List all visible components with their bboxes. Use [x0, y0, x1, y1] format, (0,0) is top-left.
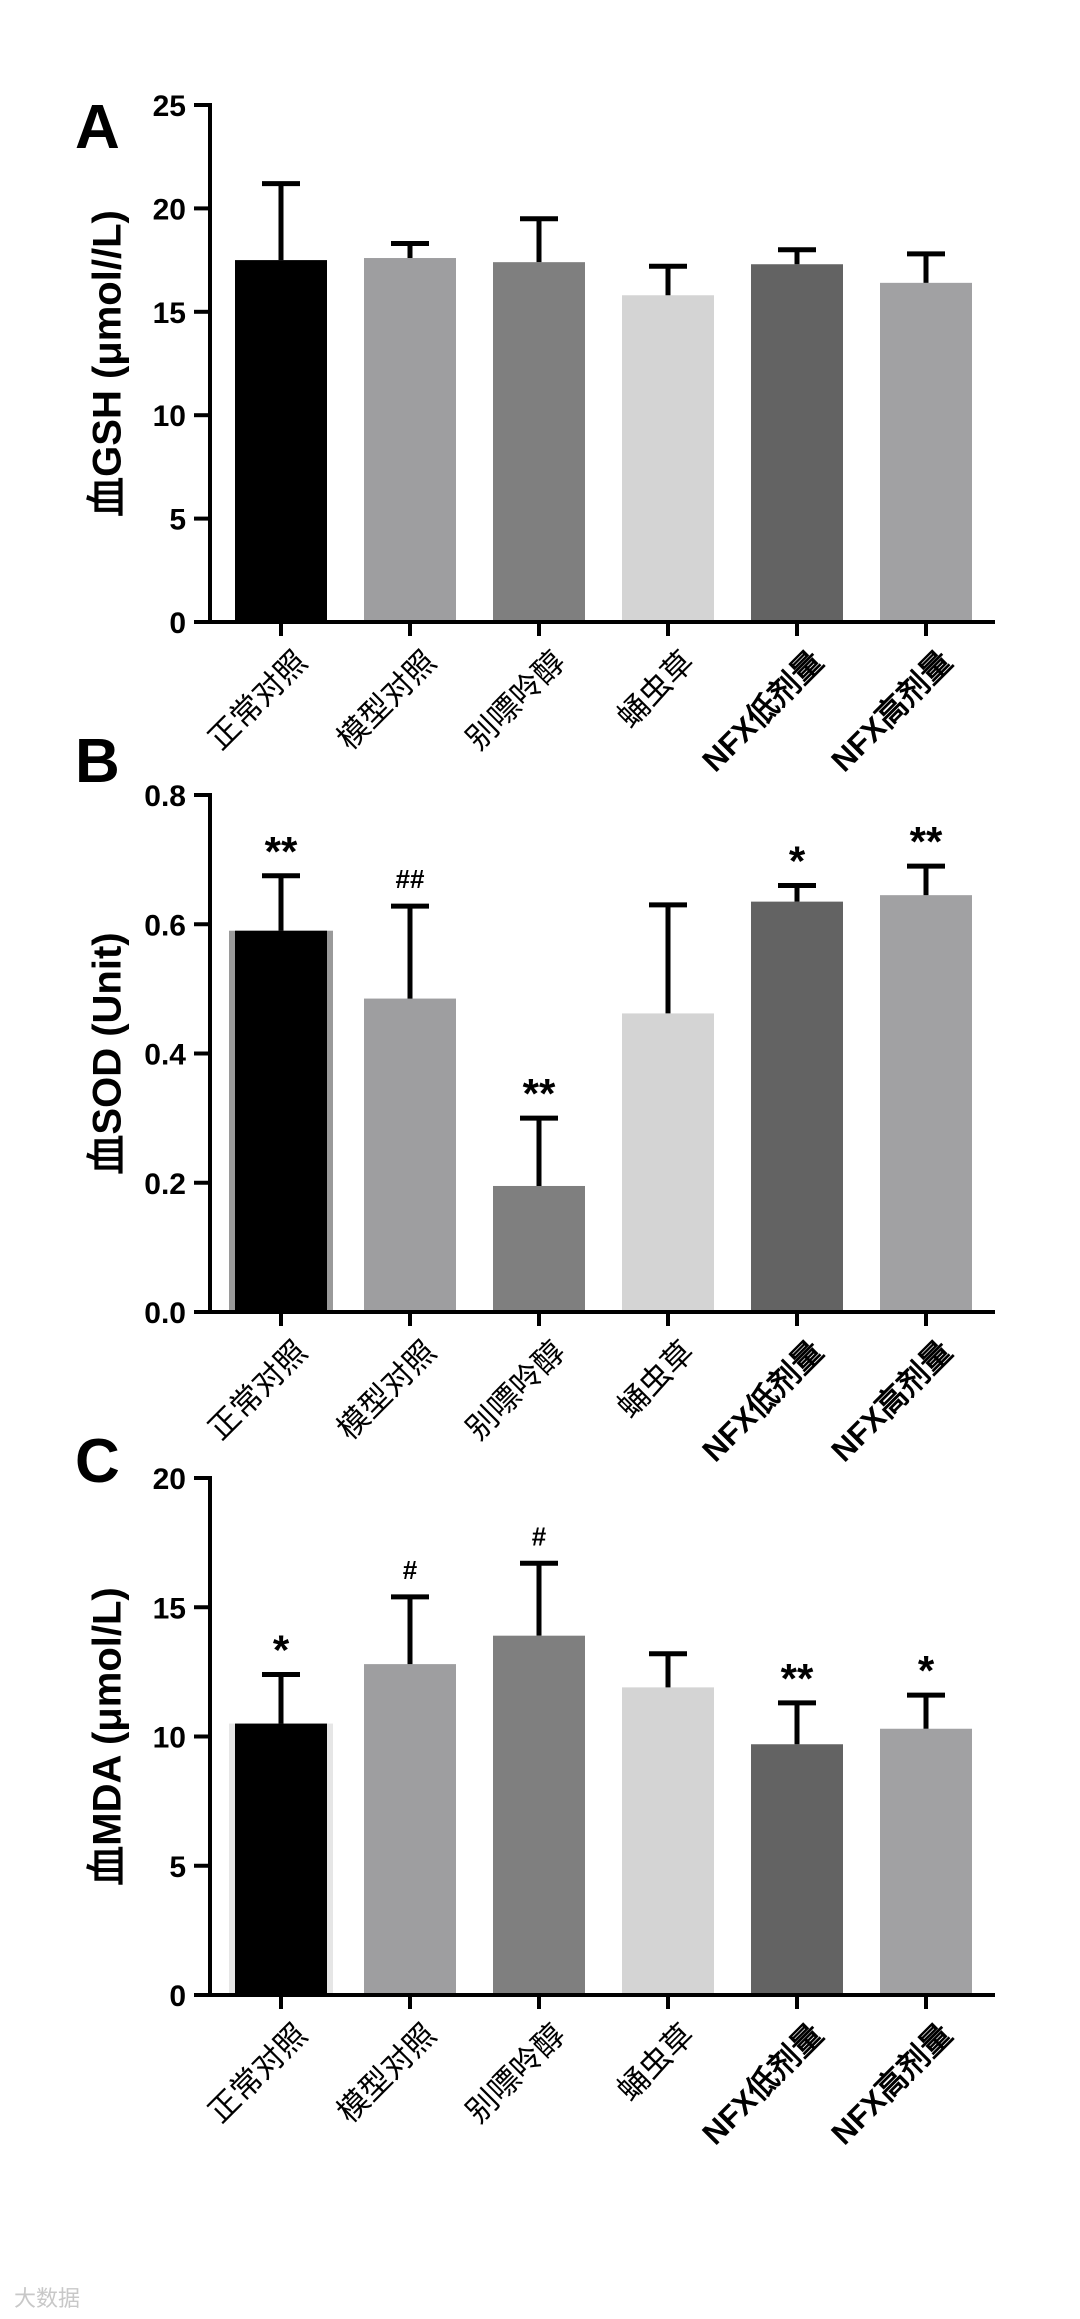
y-tick-label: 5: [169, 504, 186, 537]
bar: [493, 1635, 585, 1995]
bar: [751, 1744, 843, 1995]
x-tick-label: NFX高剂量: [824, 2017, 958, 2151]
bar: [751, 901, 843, 1312]
significance-label: #: [403, 1555, 418, 1585]
panel-letter: A: [75, 93, 120, 162]
x-tick-label: 蛹虫草: [610, 1334, 701, 1425]
y-tick-label: 0: [169, 1980, 186, 2013]
bar: [364, 258, 456, 622]
bar: [880, 282, 972, 622]
y-tick-label: 20: [153, 193, 186, 226]
y-axis-label: 血MDA (μmol/L): [86, 1587, 130, 1886]
significance-label: ##: [396, 864, 425, 894]
x-tick-label: NFX低剂量: [695, 2017, 829, 2151]
significance-label: **: [265, 828, 298, 875]
x-tick-label: 模型对照: [330, 644, 443, 757]
significance-label: #: [532, 1521, 547, 1551]
bar: [235, 1723, 327, 1995]
significance-label: **: [910, 818, 943, 865]
x-tick-label: 别嘌呤醇: [459, 644, 572, 757]
y-tick-label: 0.4: [144, 1039, 186, 1072]
y-tick-label: 5: [169, 1851, 186, 1884]
x-tick-label: NFX低剂量: [695, 644, 829, 778]
x-tick-label: 模型对照: [330, 2017, 443, 2130]
y-axis-label: 血SOD (Unit): [86, 932, 130, 1174]
y-tick-label: 0.6: [144, 909, 186, 942]
panel-letter: B: [75, 727, 120, 796]
y-tick-label: 15: [153, 1592, 186, 1625]
bar: [622, 295, 714, 622]
bar: [493, 262, 585, 622]
x-tick-label: 蛹虫草: [610, 644, 701, 735]
bar: [364, 1664, 456, 1995]
y-tick-label: 20: [153, 1463, 186, 1496]
significance-label: *: [273, 1626, 290, 1673]
bar: [364, 998, 456, 1312]
x-tick-label: 正常对照: [201, 2017, 314, 2130]
x-tick-label: 别嘌呤醇: [459, 1334, 572, 1447]
bar: [493, 1185, 585, 1312]
bar: [622, 1687, 714, 1995]
x-tick-label: 别嘌呤醇: [459, 2017, 572, 2130]
bar: [235, 930, 327, 1312]
significance-label: *: [789, 837, 806, 884]
watermark-text: 大数据: [14, 2287, 80, 2312]
bar: [880, 895, 972, 1312]
significance-label: **: [781, 1655, 814, 1702]
x-tick-label: NFX高剂量: [824, 1334, 958, 1468]
bar: [235, 260, 327, 622]
x-tick-label: NFX高剂量: [824, 644, 958, 778]
x-tick-label: 正常对照: [201, 644, 314, 757]
y-tick-label: 25: [153, 90, 186, 123]
y-axis-label: 血GSH (μmol//L): [86, 210, 130, 517]
significance-label: *: [918, 1647, 935, 1694]
y-tick-label: 0.8: [144, 780, 186, 813]
y-tick-label: 15: [153, 297, 186, 330]
bar: [751, 264, 843, 622]
y-tick-label: 0.2: [144, 1168, 186, 1201]
panel-letter: C: [75, 1427, 120, 1496]
y-tick-label: 10: [153, 1722, 186, 1755]
x-tick-label: 正常对照: [201, 1334, 314, 1447]
bar: [622, 1013, 714, 1312]
y-tick-label: 0: [169, 607, 186, 640]
panel-a: A 血GSH (μmol//L) 0 5 10 15 20 25 正常对照 模型对照 别嘌呤醇 蛹虫草…: [75, 90, 995, 778]
x-tick-label: NFX低剂量: [695, 1334, 829, 1468]
x-tick-label: 模型对照: [330, 1334, 443, 1447]
y-tick-label: 10: [153, 400, 186, 433]
x-tick-label: 蛹虫草: [610, 2017, 701, 2108]
bar: [880, 1728, 972, 1995]
y-tick-label: 0.0: [144, 1297, 186, 1330]
significance-label: **: [523, 1070, 556, 1117]
